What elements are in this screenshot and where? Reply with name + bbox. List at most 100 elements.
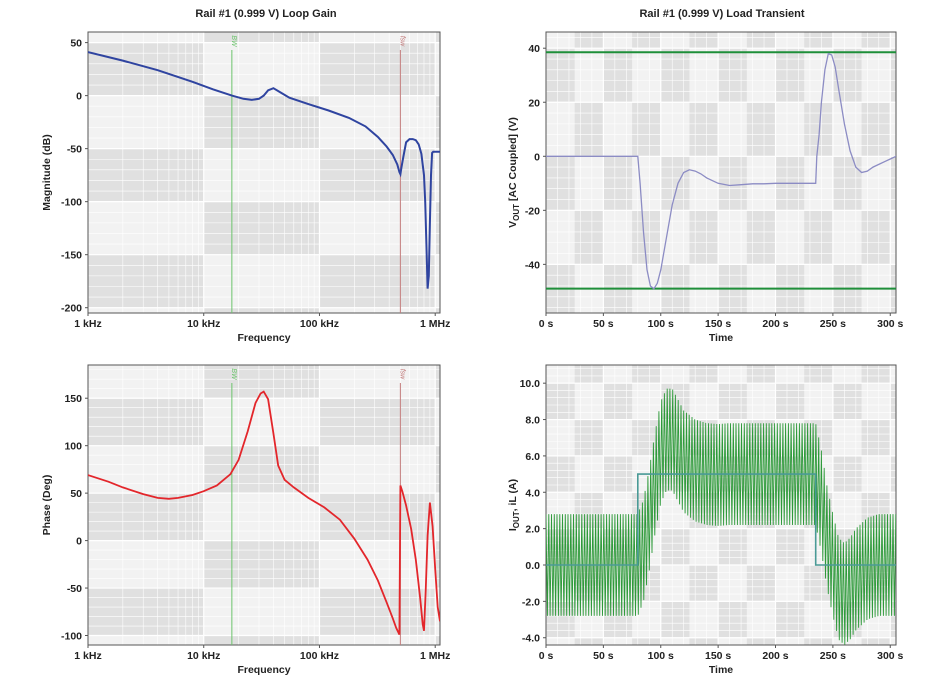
plot-shade-cell bbox=[660, 156, 690, 211]
plot-shade-cell bbox=[718, 528, 747, 565]
x-tick-label: 150 s bbox=[705, 318, 731, 330]
plot-shade-cell bbox=[88, 588, 204, 636]
y-tick-label: -100 bbox=[61, 197, 82, 209]
plot-border bbox=[545, 31, 897, 314]
plot-shade-cell bbox=[861, 210, 891, 265]
plot-shade-cell bbox=[890, 455, 896, 493]
plot-shade-cell bbox=[88, 148, 204, 202]
y-tick-label: -40 bbox=[525, 259, 540, 271]
plot-shade-cell bbox=[632, 637, 661, 645]
plot-shading bbox=[88, 365, 440, 645]
plot-shade-cell bbox=[88, 254, 204, 308]
plot-shade-cell bbox=[832, 455, 862, 493]
plot-shade-cell bbox=[603, 383, 633, 420]
y-tick-label: 0 bbox=[534, 151, 540, 163]
plot-shade-cell bbox=[804, 32, 833, 49]
y-axis-label-rest: , iL (A) bbox=[507, 479, 519, 511]
plot-shade-cell bbox=[435, 445, 440, 494]
x-tick-label: 1 kHz bbox=[74, 318, 101, 330]
plot-shade-cell bbox=[718, 383, 747, 420]
plot-shade-cell bbox=[574, 365, 604, 384]
plot-shade-cell bbox=[603, 156, 633, 211]
y-tick-label: 2.0 bbox=[525, 524, 540, 536]
plot-shade-cell bbox=[746, 365, 776, 384]
y-tick-label: -50 bbox=[67, 144, 82, 156]
x-tick-label: 1 MHz bbox=[420, 318, 450, 330]
x-tick-label: 50 s bbox=[593, 318, 614, 330]
plot-shade-cell bbox=[890, 601, 896, 638]
x-tick-label: 1 MHz bbox=[420, 650, 450, 662]
y-tick-label: 6.0 bbox=[525, 451, 540, 463]
x-tick-label: 200 s bbox=[762, 650, 788, 662]
plot-shade-cell bbox=[319, 398, 436, 446]
frequency-marker-label: fsw bbox=[398, 36, 405, 47]
y-tick-label: 50 bbox=[70, 488, 82, 500]
plot-shade-cell bbox=[603, 48, 633, 103]
y-tick-label: 8.0 bbox=[525, 415, 540, 427]
x-tick-label: 250 s bbox=[820, 318, 846, 330]
plot-shade-cell bbox=[319, 42, 436, 96]
plot-shade-cell bbox=[435, 201, 440, 255]
x-tick-label: 1 kHz bbox=[74, 650, 101, 662]
plot-shade-cell bbox=[203, 201, 320, 255]
plot-shade-cell bbox=[88, 42, 204, 96]
y-tick-label: 50 bbox=[70, 38, 82, 50]
x-tick-label: 10 kHz bbox=[187, 650, 220, 662]
plot-shade-cell bbox=[203, 32, 320, 43]
magnitude-series-line bbox=[88, 51, 440, 289]
plot-shade-cell bbox=[718, 48, 747, 103]
minor-grid bbox=[88, 32, 440, 313]
plot-shade-cell bbox=[746, 32, 776, 49]
y-tick-label: 150 bbox=[64, 393, 82, 405]
x-tick-label: 150 s bbox=[705, 650, 731, 662]
plot-shading bbox=[546, 365, 896, 645]
plot-shade-cell bbox=[660, 528, 690, 565]
y-tick-label: 0 bbox=[76, 91, 82, 103]
plot-shade-cell bbox=[319, 588, 436, 636]
plot-shade-cell bbox=[861, 492, 891, 529]
plot-shade-cell bbox=[632, 365, 661, 384]
plot-shade-cell bbox=[546, 156, 575, 211]
plot-shade-cell bbox=[746, 210, 776, 265]
y-tick-label: 10.0 bbox=[520, 378, 541, 390]
x-tick-label: 300 s bbox=[877, 318, 903, 330]
y-tick-label: 100 bbox=[64, 441, 82, 453]
plot-shade-cell bbox=[689, 365, 719, 384]
y-tick-label: -20 bbox=[525, 205, 540, 217]
x-axis-label: Time bbox=[709, 664, 733, 676]
plot-shade-cell bbox=[435, 365, 440, 399]
x-tick-label: 0 s bbox=[539, 318, 554, 330]
plot-shade-cell bbox=[861, 32, 891, 49]
plot-shade-cell bbox=[435, 307, 440, 313]
x-tick-label: 10 kHz bbox=[187, 318, 220, 330]
plot-shade-cell bbox=[319, 148, 436, 202]
y-axis-label: VOUT [AC Coupled] (V) bbox=[507, 117, 521, 228]
x-tick-label: 100 kHz bbox=[300, 650, 339, 662]
plot-shade-cell bbox=[203, 445, 320, 494]
plot-shade-cell bbox=[804, 102, 833, 157]
y-tick-label: -200 bbox=[61, 303, 82, 315]
iout-series-line bbox=[546, 473, 896, 566]
plot-shade-cell bbox=[319, 493, 436, 541]
plot-shade-cell bbox=[718, 601, 747, 638]
plot-shading bbox=[88, 32, 440, 313]
y-tick-label: -50 bbox=[67, 583, 82, 595]
x-tick-label: 300 s bbox=[877, 650, 903, 662]
plot-shade-cell bbox=[746, 565, 776, 602]
plot-border bbox=[87, 31, 441, 314]
load-transient-title: Rail #1 (0.999 V) Load Transient bbox=[639, 8, 804, 20]
plot-shade-cell bbox=[632, 32, 661, 49]
loop-gain-title: Rail #1 (0.999 V) Loop Gain bbox=[195, 8, 336, 20]
plot-shade-cell bbox=[574, 102, 604, 157]
plot-shade-cell bbox=[689, 565, 719, 602]
y-tick-label: -100 bbox=[61, 631, 82, 643]
y-tick-label: -2.0 bbox=[522, 596, 540, 608]
x-tick-label: 200 s bbox=[762, 318, 788, 330]
plot-shade-cell bbox=[804, 210, 833, 265]
plot-shade-cell bbox=[804, 365, 833, 384]
plot-border bbox=[545, 364, 897, 646]
plot-shade-cell bbox=[574, 210, 604, 265]
y-tick-label: -4.0 bbox=[522, 633, 540, 645]
plot-shade-cell bbox=[746, 637, 776, 645]
